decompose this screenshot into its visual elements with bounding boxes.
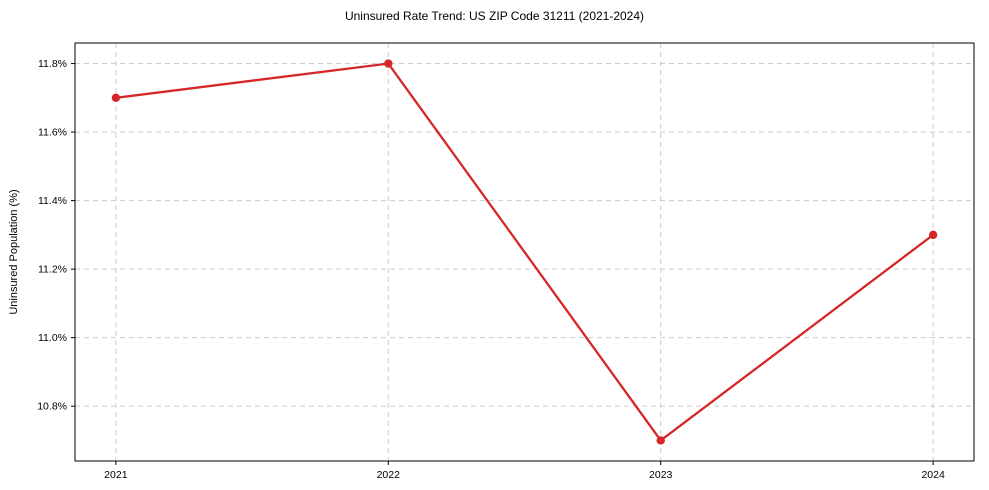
chart-title: Uninsured Rate Trend: US ZIP Code 31211 … [344, 9, 645, 23]
y-tick-label: 11.8% [38, 58, 67, 70]
x-tick-label: 2023 [649, 469, 673, 481]
plot-border [74, 42, 975, 462]
y-tick-label: 11.6% [38, 126, 67, 138]
x-tick-label: 2021 [104, 469, 128, 481]
y-tick-label: 11.0% [38, 332, 67, 344]
data-point [928, 230, 938, 240]
y-tick-label: 11.2% [38, 263, 67, 275]
x-tick-label: 2022 [377, 469, 401, 481]
data-point [384, 59, 393, 68]
data-point [111, 93, 121, 103]
y-tick-label: 11.4% [38, 195, 67, 207]
y-tick-label: 10.8% [37, 401, 67, 413]
trend-line [114, 62, 935, 442]
data-point [656, 436, 665, 445]
x-tick-label: 2024 [921, 469, 945, 481]
